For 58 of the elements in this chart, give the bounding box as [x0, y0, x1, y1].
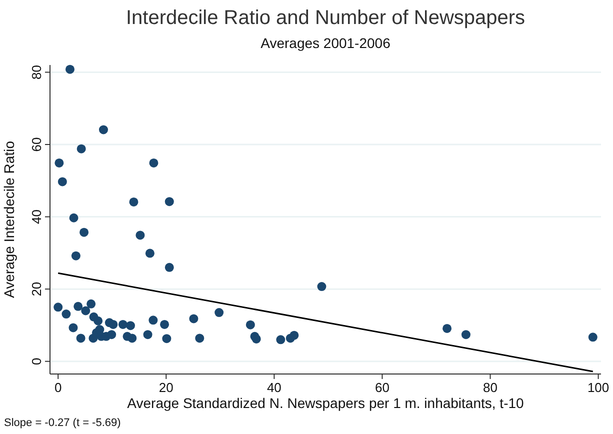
y-axis-title: Average Interdecile Ratio [1, 140, 17, 298]
point [162, 334, 172, 344]
point [317, 282, 326, 292]
x-tick-label: 100 [587, 380, 610, 395]
point [290, 330, 299, 340]
point [148, 316, 158, 325]
y-tick-label: 20 [29, 282, 44, 296]
point [58, 177, 67, 186]
point [145, 248, 154, 258]
point [86, 299, 96, 308]
point [149, 158, 158, 168]
point [164, 197, 174, 206]
point [69, 213, 78, 222]
x-tick-label: 0 [54, 380, 62, 395]
point [129, 197, 138, 206]
point [74, 302, 83, 311]
point [118, 320, 128, 329]
point [126, 321, 135, 330]
point [136, 230, 145, 240]
point [276, 335, 286, 344]
point [80, 228, 89, 237]
point [588, 332, 598, 342]
chart-subtitle: Averages 2001-2006 [260, 35, 391, 51]
text: Slope = -0.27 (t = -5.69) [4, 417, 121, 429]
point [98, 125, 108, 134]
point [54, 302, 63, 312]
point [252, 334, 261, 344]
point [442, 324, 452, 333]
point [76, 334, 86, 343]
point [54, 158, 64, 168]
y-tick-label: 60 [29, 137, 44, 152]
x-tick-label: 40 [266, 380, 282, 395]
point [143, 330, 152, 340]
x-tick-label: 60 [374, 380, 390, 395]
point [65, 64, 74, 74]
point [128, 334, 137, 343]
point [107, 330, 116, 340]
point [76, 144, 86, 154]
point [68, 323, 78, 332]
point [81, 306, 90, 316]
y-tick-label: 40 [29, 210, 44, 224]
x-tick-label: 80 [483, 380, 498, 395]
point [214, 308, 224, 318]
point [108, 320, 118, 329]
y-tick-label: 0 [29, 358, 44, 365]
point [160, 320, 170, 329]
point [164, 262, 174, 272]
point [189, 314, 198, 324]
point [246, 320, 255, 330]
point [62, 310, 71, 319]
point [195, 334, 204, 343]
chart-title: Interdecile Ratio and Number of Newspapers [126, 7, 526, 29]
y-tick-label: 80 [29, 64, 44, 80]
x-axis-title: Average Standardized N. Newspapers per 1 m. inhabitants, t-10 [127, 395, 524, 411]
point [71, 251, 80, 260]
x-tick-label: 20 [158, 380, 174, 395]
point [94, 316, 103, 326]
point [461, 330, 470, 340]
